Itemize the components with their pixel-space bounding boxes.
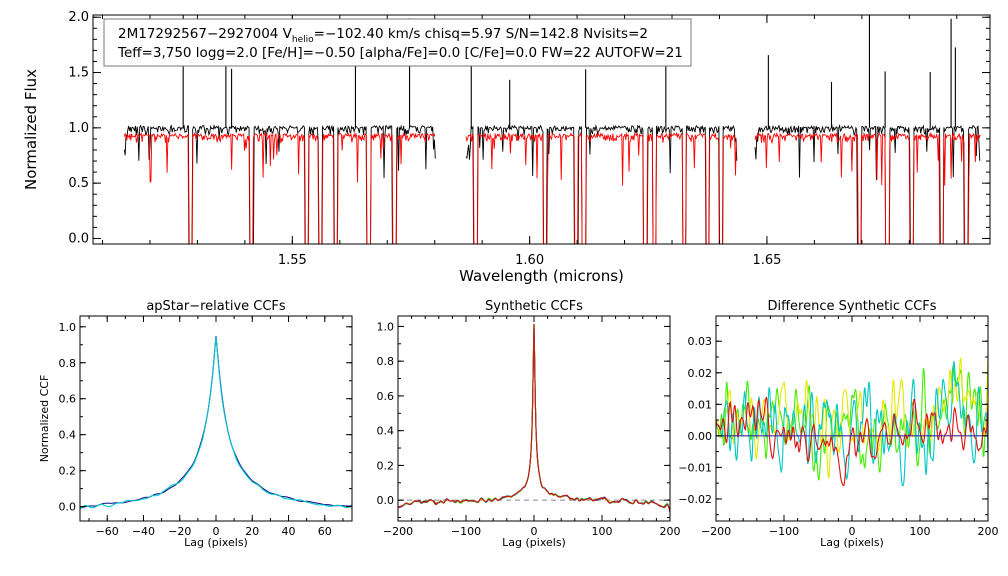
- x-tick-label: −40: [132, 525, 155, 538]
- y-tick-label: 0.5: [68, 176, 89, 191]
- chart-title: Difference Synthetic CCFs: [767, 299, 936, 314]
- chart-title: Synthetic CCFs: [485, 299, 583, 314]
- y-tick-label: 0.2: [377, 459, 395, 472]
- series-synth-red: [397, 324, 671, 513]
- x-tick-label: 60: [318, 525, 332, 538]
- series-visit-2: [79, 337, 353, 510]
- x-tick-label: 100: [910, 525, 931, 538]
- y-tick-label: 0.4: [377, 425, 395, 438]
- x-tick-label: 20: [245, 525, 259, 538]
- y-tick-label: 0.6: [377, 390, 395, 403]
- chart-spectrum: 1.55 1.60 1.65 0.0 0.5 1.0 1.5 2.0 Wavelength (m…: [22, 10, 991, 285]
- y-tick-label: 0.02: [688, 367, 713, 380]
- x-tick-label: 0: [213, 525, 220, 538]
- y-tick-label: 1.0: [377, 320, 395, 333]
- x-tick-label: −200: [701, 525, 731, 538]
- series-model: [123, 131, 436, 244]
- y-axis-label: Normalized CCF: [38, 375, 51, 463]
- series-model: [465, 131, 737, 244]
- synthetic-series: [397, 323, 671, 513]
- y-axis-label: Normalized Flux: [22, 69, 40, 190]
- apstar-series: [79, 336, 353, 510]
- chart-title: apStar−relative CCFs: [146, 299, 286, 314]
- x-tick-label: 0: [849, 525, 856, 538]
- y-tick-label: 0.00: [688, 430, 713, 443]
- x-tick-label: −100: [769, 525, 799, 538]
- y-tick-label: −0.02: [678, 493, 712, 506]
- difference-series: [715, 357, 989, 487]
- series-observed: [754, 123, 981, 244]
- x-tick-label: 1.60: [515, 253, 544, 268]
- y-tick-label: 0.0: [59, 501, 77, 514]
- x-axis-label: Lag (pixels): [820, 536, 884, 549]
- x-tick-label: −60: [96, 525, 119, 538]
- x-tick-label: 100: [592, 525, 613, 538]
- y-tick-label: −0.01: [678, 461, 712, 474]
- x-tick-label: −20: [168, 525, 191, 538]
- y-tick-label: 1.5: [68, 66, 89, 81]
- series-diff-cyan: [715, 361, 989, 487]
- x-tick-label: 1.65: [752, 253, 781, 268]
- y-tick-label: 1.0: [59, 321, 77, 334]
- y-tick-label: 0.01: [688, 398, 713, 411]
- chart-apstar: −60 −40 −20 0 20 40 60 0.0 0.2 0.4 0.6 0.8 1.0 Lag (p…: [38, 299, 353, 549]
- y-tick-label: 1.0: [68, 121, 89, 136]
- annotation-line-2: Teff=3,750 logg=2.0 [Fe/H]=−0.50 [alpha/…: [117, 45, 683, 61]
- y-tick-label: 0.6: [59, 393, 77, 406]
- y-tick-label: 0.03: [688, 335, 713, 348]
- y-tick-label: 0.4: [59, 429, 77, 442]
- annotation-line-1: 2M17292567−2927004 Vhelio=−102.40 km/s c…: [118, 26, 648, 45]
- series-observed: [465, 124, 738, 244]
- x-tick-label: 200: [660, 525, 681, 538]
- series-diff-red: [715, 396, 989, 487]
- x-tick-label: 40: [282, 525, 296, 538]
- y-tick-label: 0.0: [377, 494, 395, 507]
- y-tick-label: 0.2: [59, 465, 77, 478]
- x-tick-label: 0: [531, 525, 538, 538]
- x-tick-label: −200: [383, 525, 413, 538]
- x-axis-label: Lag (pixels): [502, 536, 566, 549]
- x-tick-label: 200: [978, 525, 999, 538]
- y-tick-label: 0.8: [59, 357, 77, 370]
- annotation-subscript: helio: [292, 35, 314, 45]
- x-axis-label: Wavelength (microns): [459, 267, 624, 285]
- x-tick-label: −100: [451, 525, 481, 538]
- series-visit-1: [79, 336, 353, 509]
- series-model: [754, 131, 981, 244]
- y-tick-label: 2.0: [68, 10, 89, 25]
- y-tick-label: 0.8: [377, 355, 395, 368]
- series-diff-yellow: [715, 357, 989, 479]
- annotation-suffix: =−102.40 km/s chisq=5.97 S/N=142.8 Nvisi…: [314, 26, 648, 42]
- chart-synthetic: −200 −100 0 100 200 0.0 0.2 0.4 0.6 0.8 1.0 Lag (pi…: [377, 299, 681, 549]
- series-observed: [123, 124, 436, 244]
- annotation-prefix: 2M17292567−2927004 V: [118, 26, 293, 42]
- y-tick-label: 0.0: [68, 231, 89, 246]
- x-tick-label: 1.55: [278, 253, 307, 268]
- chart-difference: −200 −100 0 100 200 −0.02 −0.01 0.00 0.01 0.02 0.0…: [678, 299, 998, 549]
- plot-frame: [79, 315, 353, 522]
- spectrum-series: [123, 15, 981, 244]
- annotation-box: [103, 18, 692, 67]
- plot-frame: [92, 14, 991, 245]
- x-axis-label: Lag (pixels): [184, 536, 248, 549]
